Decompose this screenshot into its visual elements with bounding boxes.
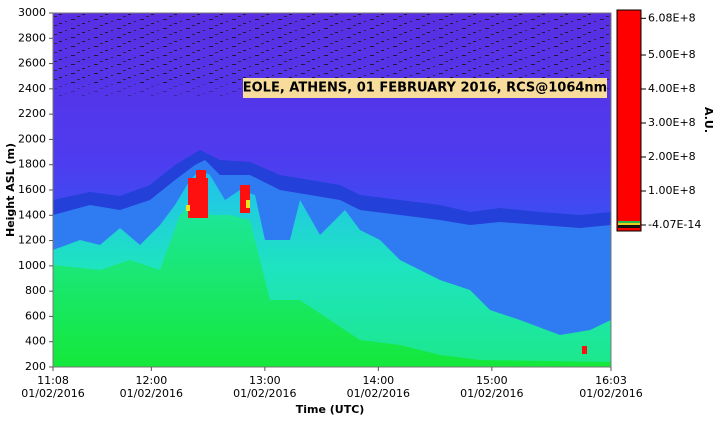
colorbar-tick-label: 6.08E+8 (648, 11, 696, 24)
colorbar-band (618, 221, 640, 223)
y-tick-label: 2200 (18, 107, 46, 120)
x-tick-label: 16:03 (595, 374, 627, 387)
y-tick-label: 2000 (18, 132, 46, 145)
y-tick-label: 600 (25, 309, 46, 322)
y-tick-label: 2400 (18, 82, 46, 95)
y-tick-label: 3000 (18, 6, 46, 19)
colorbar-tick-label: 5.00E+8 (648, 48, 696, 61)
x-tick-date: 01/02/2016 (579, 387, 642, 400)
x-axis-label: Time (UTC) (296, 403, 365, 416)
colorbar-fill (616, 9, 642, 232)
colorbar-band (618, 223, 640, 225)
x-tick-date: 01/02/2016 (233, 387, 296, 400)
x-tick-label: 12:00 (136, 374, 168, 387)
y-tick-label: 1000 (18, 259, 46, 272)
x-tick-label: 15:00 (476, 374, 508, 387)
x-tick-date: 01/02/2016 (120, 387, 183, 400)
chart-title: EOLE, ATHENS, 01 FEBRUARY 2016, RCS@1064… (243, 81, 607, 96)
y-tick-label: 1800 (18, 158, 46, 171)
x-tick-date: 01/02/2016 (460, 387, 523, 400)
x-tick-label: 13:00 (249, 374, 281, 387)
y-tick-label: 200 (25, 360, 46, 373)
x-tick-label: 11:08 (37, 374, 69, 387)
y-tick-label: 1600 (18, 183, 46, 196)
heatmap-field (53, 13, 611, 367)
y-axis-label: Height ASL (m) (4, 143, 17, 237)
colorbar-tick-label: 2.00E+8 (648, 150, 696, 163)
x-tick-date: 01/02/2016 (21, 387, 84, 400)
x-tick-label: 14:00 (362, 374, 394, 387)
y-tick-label: 2800 (18, 31, 46, 44)
y-tick-label: 1400 (18, 208, 46, 221)
y-tick-label: 800 (25, 284, 46, 297)
y-tick-label: 400 (25, 335, 46, 348)
colorbar-band (618, 225, 640, 228)
y-tick-label: 1200 (18, 234, 46, 247)
colorbar-tick-label: 4.00E+8 (648, 82, 696, 95)
x-tick-date: 01/02/2016 (347, 387, 410, 400)
y-tick-label: 2600 (18, 57, 46, 70)
colorbar-tick-label: 3.00E+8 (648, 116, 696, 129)
colorbar-label: A.U. (702, 107, 715, 133)
colorbar-tick-label: 1.00E+8 (648, 184, 696, 197)
title-box (243, 78, 607, 98)
colorbar-tick-label: -4.07E-14 (648, 218, 701, 231)
